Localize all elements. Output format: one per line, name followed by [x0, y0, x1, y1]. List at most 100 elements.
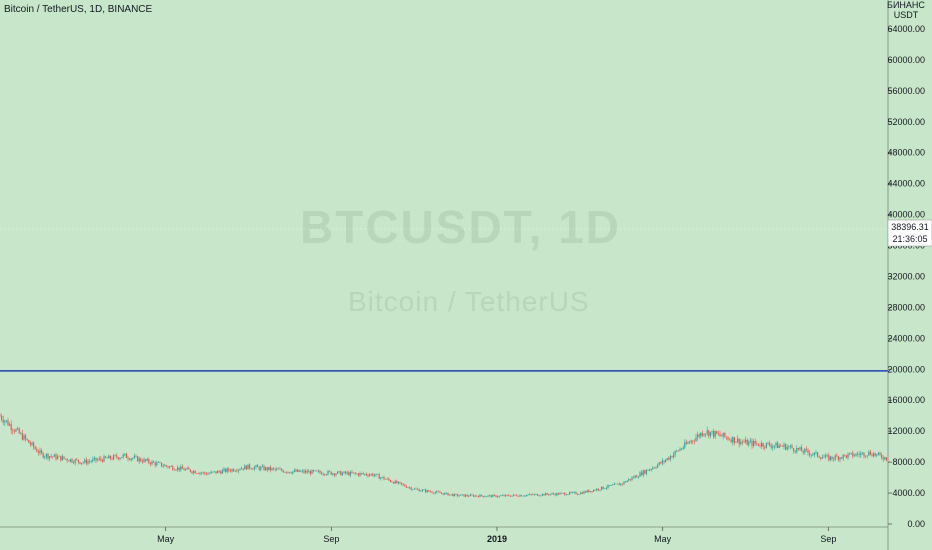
candle-body — [425, 489, 427, 493]
candle-body — [665, 459, 667, 462]
candle-body — [74, 459, 76, 464]
candle-body — [513, 494, 515, 496]
candle-body — [13, 430, 15, 432]
candle-body — [132, 458, 134, 459]
candle-body — [871, 454, 873, 457]
candle-body — [98, 458, 100, 460]
candle-body — [293, 470, 295, 472]
candle-body — [409, 487, 411, 489]
candle-body — [133, 456, 135, 459]
candle-body — [836, 455, 838, 457]
candle-body — [516, 495, 518, 497]
candle-body — [573, 492, 575, 493]
candle-body — [373, 475, 375, 476]
candle-body — [644, 470, 646, 474]
candle-body — [759, 445, 761, 447]
candle-body — [564, 493, 566, 495]
candle-body — [229, 470, 231, 472]
candle-body — [532, 494, 534, 496]
candle-body — [321, 472, 323, 475]
candle-body — [95, 457, 97, 461]
candle-body — [444, 493, 446, 495]
candle-body — [621, 483, 623, 485]
candle-body — [212, 471, 214, 473]
candle-body — [63, 456, 65, 459]
candle-body — [173, 469, 175, 471]
candle-body — [717, 433, 719, 435]
candle-body — [839, 457, 841, 460]
candle-body — [204, 472, 206, 474]
candle-body — [733, 437, 735, 443]
candle-body — [849, 453, 851, 455]
candle-body — [370, 473, 372, 475]
candle-body — [45, 453, 47, 457]
candle-body — [10, 424, 12, 430]
candle-body — [842, 454, 844, 459]
candle-body — [503, 495, 505, 497]
candle-body — [575, 492, 577, 495]
candle-body — [676, 450, 678, 452]
candle-body — [287, 471, 289, 473]
candle-body — [738, 438, 740, 445]
candle-body — [801, 447, 803, 452]
candle-body — [761, 443, 763, 447]
candle-body — [5, 420, 7, 421]
candle-body — [317, 470, 319, 472]
time-axis[interactable]: MaySep2019MaySep2020MaySep2021MaySep2022… — [0, 526, 932, 544]
candle-body — [689, 442, 691, 444]
price-axis[interactable]: 0.00 4000.00 8000.00 12000.00 16000.00 20000.… — [887, 0, 932, 550]
candle-body — [381, 476, 383, 478]
candle-body — [66, 458, 68, 461]
candle-body — [527, 494, 529, 496]
candle-body — [815, 452, 817, 453]
candle-body — [401, 482, 403, 485]
candle-body — [732, 437, 734, 443]
candle-body — [791, 445, 793, 449]
candle-body — [655, 467, 657, 469]
candle-body — [572, 492, 574, 493]
candle-body — [333, 473, 335, 476]
candle-body — [613, 483, 615, 485]
candle-body — [281, 468, 283, 471]
candle-body — [109, 455, 111, 459]
candle-body — [84, 459, 86, 463]
candle-body — [236, 470, 238, 472]
candle-body — [21, 433, 23, 440]
candle-body — [140, 458, 142, 462]
candle-body — [404, 484, 406, 487]
candle-body — [748, 441, 750, 446]
candle-body — [380, 477, 382, 479]
candle-body — [233, 469, 235, 472]
candle-body — [223, 468, 225, 471]
candle-body — [833, 458, 835, 460]
candle-body — [743, 441, 745, 443]
candle-body — [178, 467, 180, 471]
watermark-ticker: BTCUSDT, 1D — [300, 201, 622, 253]
candle-body — [449, 494, 451, 496]
y-tick-label: 20000.00 — [887, 364, 925, 374]
candle-body — [319, 470, 321, 473]
candle-body — [241, 468, 243, 470]
candle-body — [31, 442, 33, 445]
candle-body — [453, 494, 455, 497]
candle-body — [751, 440, 753, 446]
candle-body — [402, 484, 404, 485]
candle-body — [41, 450, 43, 453]
candle-body — [85, 459, 87, 464]
candle-body — [546, 493, 548, 495]
candle-body — [668, 458, 670, 460]
candle-body — [805, 448, 807, 450]
candle-body — [308, 471, 310, 473]
candle-body — [885, 457, 887, 461]
candle-body — [388, 478, 390, 481]
candle-body — [882, 457, 884, 460]
candle-body — [12, 429, 14, 431]
candle-body — [785, 444, 787, 450]
candle-body — [653, 467, 655, 469]
candle-body — [343, 471, 345, 474]
candle-body — [295, 470, 297, 472]
candle-body — [775, 442, 777, 446]
symbol-header[interactable]: Bitcoin / TetherUS, 1D, BINANCE — [4, 4, 153, 15]
candle-body — [465, 494, 467, 497]
